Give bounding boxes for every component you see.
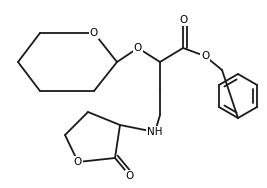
Text: O: O: [201, 51, 209, 61]
Text: O: O: [126, 171, 134, 181]
Text: O: O: [179, 15, 187, 25]
Text: O: O: [74, 157, 82, 167]
Text: O: O: [134, 43, 142, 53]
Text: O: O: [90, 28, 98, 38]
Text: NH: NH: [147, 127, 163, 137]
